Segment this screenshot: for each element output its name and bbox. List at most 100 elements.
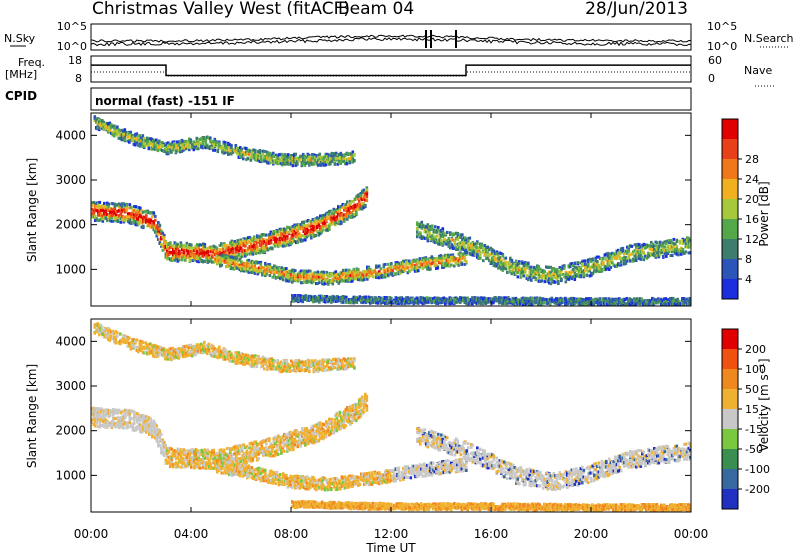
- echo-cell: [372, 269, 375, 273]
- echo-cell: [419, 232, 422, 236]
- echo-cell: [463, 251, 467, 255]
- echo-cell: [346, 205, 349, 209]
- echo-cell: [355, 209, 358, 213]
- echo-cell: [184, 255, 187, 259]
- echo-cell: [312, 155, 316, 159]
- echo-cell: [101, 217, 105, 221]
- echo-cell: [457, 259, 461, 263]
- echo-cell: [321, 162, 325, 166]
- echo-cell: [357, 275, 360, 279]
- echo-cell: [361, 204, 364, 208]
- echo-cell: [468, 236, 472, 240]
- echo-cell: [112, 208, 115, 212]
- echo-cell: [349, 215, 352, 219]
- echo-cell: [405, 266, 408, 270]
- echo-cell: [328, 298, 332, 302]
- echo-cell: [322, 213, 325, 217]
- echo-cell: [342, 154, 346, 158]
- echo-cell: [191, 249, 195, 253]
- echo-cell: [255, 153, 259, 157]
- echo-cell: [294, 156, 298, 160]
- echo-cell: [224, 143, 227, 147]
- echo-cell: [112, 210, 115, 214]
- echo-cell: [327, 153, 331, 157]
- echo-cell: [185, 253, 189, 257]
- echo-cell: [247, 236, 250, 240]
- echo-cell: [352, 209, 355, 212]
- echo-cell: [606, 254, 610, 258]
- echo-cell: [417, 269, 420, 273]
- echo-cell: [486, 246, 490, 249]
- echo-cell: [163, 238, 166, 242]
- echo-cell: [330, 299, 333, 303]
- echo-cell: [657, 249, 661, 253]
- echo-cell: [346, 271, 350, 275]
- echo-cell: [140, 215, 144, 219]
- echo-cell: [530, 273, 533, 277]
- echo-cell: [444, 253, 447, 257]
- echo-cell: [567, 265, 571, 269]
- echo-cell: [334, 270, 338, 274]
- echo-cell: [169, 258, 172, 262]
- echo-cell: [341, 156, 344, 160]
- echo-cell: [272, 151, 275, 155]
- echo-cell: [124, 215, 127, 219]
- echo-cell: [257, 251, 261, 255]
- echo-cell: [352, 295, 356, 299]
- echo-cell: [339, 159, 343, 163]
- echo-cell: [107, 122, 110, 126]
- echo-cell: [678, 241, 682, 245]
- echo-cell: [364, 198, 367, 202]
- echo-cell: [361, 278, 365, 282]
- echo-cell: [281, 238, 285, 241]
- echo-cell: [624, 252, 628, 255]
- echo-cell: [325, 212, 328, 216]
- echo-cell: [345, 300, 348, 304]
- echo-cell: [241, 262, 245, 266]
- echo-cell: [330, 159, 334, 163]
- echo-cell: [608, 252, 611, 256]
- echo-cell: [366, 269, 369, 272]
- echo-cell: [305, 235, 309, 239]
- echo-cell: [98, 118, 101, 122]
- echo-cell: [292, 239, 295, 243]
- echo-cell: [205, 256, 208, 260]
- date-label: 28/Jun/2013: [585, 0, 688, 19]
- echo-cell: [249, 261, 252, 265]
- echo-cell: [332, 216, 336, 220]
- echo-cell: [426, 226, 430, 230]
- echo-cell: [107, 202, 111, 206]
- echo-cell: [485, 245, 488, 249]
- echo-cell: [663, 240, 667, 244]
- echo-cell: [358, 298, 362, 302]
- echo-cell: [248, 246, 252, 249]
- echo-cell: [365, 192, 369, 196]
- echo-cell: [136, 217, 139, 221]
- echo-cell: [596, 260, 599, 263]
- echo-cell: [319, 273, 323, 277]
- echo-cell: [240, 260, 243, 264]
- echo-cell: [498, 251, 502, 255]
- echo-cell: [307, 299, 311, 302]
- echo-cell: [353, 205, 357, 209]
- echo-cell: [363, 295, 366, 299]
- echo-cell: [369, 301, 372, 305]
- echo-cell: [101, 219, 105, 223]
- echo-cell: [268, 274, 272, 277]
- echo-cell: [635, 259, 638, 262]
- echo-cell: [278, 230, 282, 233]
- echo-cell: [217, 261, 221, 265]
- echo-cell: [165, 145, 169, 148]
- echo-cell: [232, 252, 235, 256]
- echo-cell: [288, 269, 291, 273]
- echo-cell: [333, 295, 336, 299]
- echo-cell: [440, 234, 443, 237]
- echo-cell: [249, 268, 252, 272]
- echo-cell: [115, 203, 118, 207]
- echo-cell: [331, 295, 335, 298]
- echo-cell: [675, 244, 679, 248]
- echo-cell: [221, 245, 225, 249]
- echo-cell: [237, 155, 241, 159]
- echo-cell: [131, 135, 134, 139]
- echo-cell: [668, 250, 671, 254]
